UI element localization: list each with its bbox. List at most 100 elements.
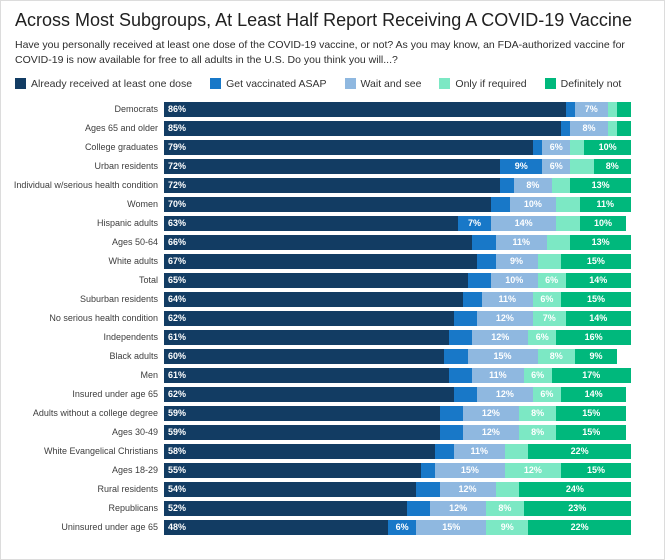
bar-segment-asap[interactable] — [444, 348, 468, 364]
bar-segment-received[interactable]: 52% — [164, 500, 407, 516]
bar-segment-received[interactable]: 61% — [164, 329, 449, 345]
bar-segment-received[interactable]: 54% — [164, 481, 417, 497]
legend-item-wait-and-see[interactable]: Wait and see — [344, 78, 421, 90]
bar-segment-wait-and-see[interactable]: 12% — [472, 329, 529, 345]
bar-segment-asap[interactable]: 9% — [500, 158, 543, 174]
bar-segment-definitely-not[interactable] — [616, 120, 631, 136]
bar-segment-only-if-required[interactable] — [607, 101, 617, 117]
bar-segment-wait-and-see[interactable]: 15% — [467, 348, 538, 364]
bar-segment-only-if-required[interactable]: 8% — [518, 424, 557, 440]
bar-segment-only-if-required[interactable] — [570, 158, 594, 174]
bar-segment-only-if-required[interactable]: 7% — [532, 310, 566, 326]
bar-segment-only-if-required[interactable] — [570, 139, 585, 155]
bar-segment-definitely-not[interactable]: 9% — [574, 348, 617, 364]
bar-segment-definitely-not[interactable]: 10% — [584, 139, 631, 155]
bar-segment-wait-and-see[interactable]: 10% — [509, 196, 557, 212]
bar-segment-asap[interactable] — [439, 424, 463, 440]
bar-segment-only-if-required[interactable]: 8% — [486, 500, 524, 516]
bar-segment-asap[interactable] — [560, 120, 571, 136]
bar-segment-asap[interactable]: 7% — [458, 215, 491, 231]
bar-segment-received[interactable]: 60% — [164, 348, 445, 364]
bar-segment-definitely-not[interactable]: 17% — [551, 367, 631, 383]
bar-segment-asap[interactable] — [406, 500, 431, 516]
bar-segment-wait-and-see[interactable]: 7% — [574, 101, 608, 117]
bar-segment-asap[interactable] — [439, 405, 463, 421]
bar-segment-wait-and-see[interactable]: 15% — [434, 462, 505, 478]
bar-segment-only-if-required[interactable] — [537, 253, 561, 269]
bar-segment-wait-and-see[interactable]: 10% — [490, 272, 538, 288]
bar-segment-definitely-not[interactable]: 14% — [565, 310, 631, 326]
bar-segment-definitely-not[interactable]: 22% — [528, 443, 631, 459]
bar-segment-received[interactable]: 62% — [164, 310, 454, 326]
bar-segment-wait-and-see[interactable]: 6% — [542, 139, 571, 155]
bar-segment-asap[interactable] — [453, 310, 477, 326]
bar-segment-received[interactable]: 85% — [164, 120, 561, 136]
bar-segment-received[interactable]: 64% — [164, 291, 463, 307]
bar-segment-definitely-not[interactable]: 22% — [528, 519, 631, 535]
bar-segment-only-if-required[interactable] — [546, 234, 571, 250]
bar-segment-asap[interactable] — [416, 481, 440, 497]
bar-segment-asap[interactable] — [434, 443, 454, 459]
legend-item-only-if-required[interactable]: Only if required — [439, 78, 527, 90]
bar-segment-wait-and-see[interactable]: 12% — [462, 405, 519, 421]
bar-segment-received[interactable]: 63% — [164, 215, 459, 231]
bar-segment-received[interactable]: 59% — [164, 424, 440, 440]
bar-segment-wait-and-see[interactable]: 15% — [416, 519, 487, 535]
bar-segment-received[interactable]: 58% — [164, 443, 435, 459]
bar-segment-only-if-required[interactable] — [556, 215, 580, 231]
bar-segment-wait-and-see[interactable]: 12% — [462, 424, 519, 440]
bar-segment-only-if-required[interactable]: 6% — [532, 291, 561, 307]
bar-segment-asap[interactable]: 6% — [388, 519, 417, 535]
bar-segment-definitely-not[interactable]: 13% — [570, 234, 631, 250]
bar-segment-only-if-required[interactable]: 6% — [532, 386, 561, 402]
bar-segment-received[interactable]: 67% — [164, 253, 477, 269]
bar-segment-wait-and-see[interactable]: 6% — [542, 158, 571, 174]
bar-segment-received[interactable]: 66% — [164, 234, 473, 250]
bar-segment-received[interactable]: 65% — [164, 272, 468, 288]
bar-segment-wait-and-see[interactable]: 11% — [481, 291, 533, 307]
bar-segment-asap[interactable] — [476, 253, 496, 269]
bar-segment-definitely-not[interactable] — [616, 101, 631, 117]
bar-segment-only-if-required[interactable]: 9% — [486, 519, 529, 535]
legend-item-received[interactable]: Already received at least one dose — [15, 78, 192, 90]
bar-segment-asap[interactable] — [462, 291, 482, 307]
bar-segment-asap[interactable] — [490, 196, 510, 212]
bar-segment-wait-and-see[interactable]: 12% — [476, 310, 533, 326]
bar-segment-wait-and-see[interactable]: 11% — [495, 234, 547, 250]
bar-segment-wait-and-see[interactable]: 8% — [514, 177, 552, 193]
bar-segment-received[interactable]: 86% — [164, 101, 566, 117]
bar-segment-definitely-not[interactable]: 15% — [560, 462, 631, 478]
bar-segment-received[interactable]: 59% — [164, 405, 440, 421]
bar-segment-only-if-required[interactable] — [551, 177, 571, 193]
bar-segment-asap[interactable] — [472, 234, 496, 250]
bar-segment-received[interactable]: 79% — [164, 139, 533, 155]
bar-segment-definitely-not[interactable]: 15% — [556, 405, 627, 421]
bar-segment-received[interactable]: 48% — [164, 519, 389, 535]
bar-segment-only-if-required[interactable]: 6% — [523, 367, 552, 383]
bar-segment-only-if-required[interactable] — [504, 443, 529, 459]
bar-segment-only-if-required[interactable] — [556, 196, 580, 212]
bar-segment-only-if-required[interactable] — [495, 481, 519, 497]
bar-segment-received[interactable]: 55% — [164, 462, 421, 478]
bar-segment-asap[interactable] — [448, 367, 473, 383]
bar-segment-definitely-not[interactable]: 14% — [565, 272, 631, 288]
bar-segment-received[interactable]: 62% — [164, 386, 454, 402]
bar-segment-only-if-required[interactable]: 12% — [504, 462, 561, 478]
bar-segment-received[interactable]: 72% — [164, 158, 501, 174]
bar-segment-received[interactable]: 61% — [164, 367, 449, 383]
bar-segment-received[interactable]: 72% — [164, 177, 501, 193]
bar-segment-definitely-not[interactable]: 15% — [560, 253, 631, 269]
bar-segment-definitely-not[interactable]: 8% — [593, 158, 631, 174]
bar-segment-asap[interactable] — [565, 101, 575, 117]
bar-segment-asap[interactable] — [453, 386, 477, 402]
bar-segment-asap[interactable] — [467, 272, 491, 288]
bar-segment-wait-and-see[interactable]: 12% — [430, 500, 487, 516]
bar-segment-wait-and-see[interactable]: 9% — [495, 253, 538, 269]
bar-segment-definitely-not[interactable]: 11% — [579, 196, 631, 212]
bar-segment-wait-and-see[interactable]: 11% — [472, 367, 524, 383]
bar-segment-asap[interactable] — [448, 329, 473, 345]
bar-segment-asap[interactable] — [532, 139, 543, 155]
bar-segment-definitely-not[interactable]: 14% — [560, 386, 627, 402]
legend-item-asap[interactable]: Get vaccinated ASAP — [210, 78, 327, 90]
bar-segment-wait-and-see[interactable]: 8% — [570, 120, 608, 136]
